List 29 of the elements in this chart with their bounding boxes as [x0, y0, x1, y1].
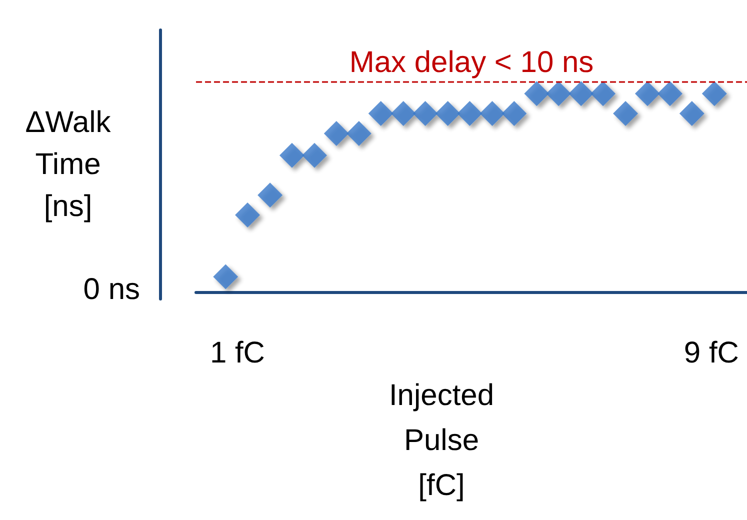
x-tick-label: 9 fC: [684, 336, 739, 370]
point: [590, 81, 616, 106]
point: [613, 101, 638, 126]
point: [258, 182, 283, 208]
point: [679, 101, 704, 126]
point: [279, 142, 304, 168]
y-axis-title: ΔWalk Time [ns]: [25, 106, 112, 223]
point: [657, 81, 682, 106]
point: [346, 120, 372, 146]
point: [412, 101, 438, 126]
text: 0 ns: [83, 273, 140, 306]
point: [213, 264, 238, 290]
point: [324, 120, 349, 146]
point: [568, 81, 594, 106]
point: [390, 101, 416, 126]
point: [457, 101, 482, 126]
point: [302, 142, 327, 168]
point: [480, 101, 505, 126]
ref-line-label: Max delay < 10 ns: [349, 46, 594, 80]
point: [546, 81, 572, 106]
x-axis-title: Injected Pulse [fC]: [388, 378, 494, 502]
point: [524, 81, 550, 106]
point: [368, 101, 394, 126]
point: [435, 101, 460, 126]
point: [702, 81, 727, 106]
point: [502, 101, 527, 126]
x-tick-label: 1 fC: [210, 336, 265, 370]
point: [235, 202, 260, 228]
point: [634, 81, 660, 106]
